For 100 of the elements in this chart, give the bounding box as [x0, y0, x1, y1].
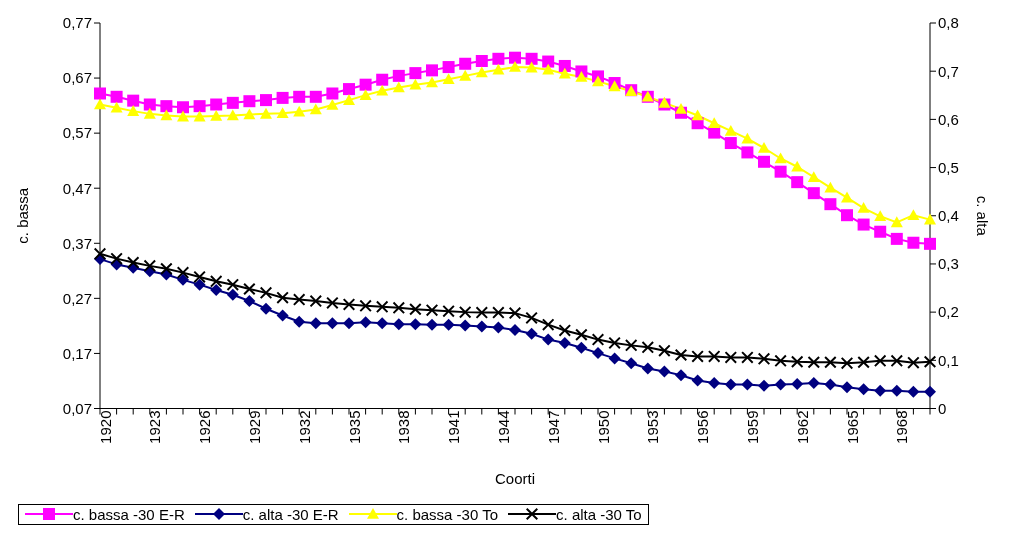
point — [658, 365, 671, 378]
point — [608, 336, 621, 349]
point — [492, 63, 505, 75]
point — [625, 357, 638, 370]
point — [110, 90, 123, 103]
point — [708, 350, 721, 363]
point — [293, 293, 306, 306]
point — [94, 98, 106, 110]
point — [376, 84, 389, 96]
point — [177, 101, 189, 114]
point — [260, 107, 272, 119]
y-tick-label: 0,57 — [62, 124, 92, 142]
point — [741, 351, 754, 364]
point — [409, 78, 422, 90]
point — [874, 384, 887, 397]
point — [907, 236, 920, 249]
point — [558, 336, 571, 349]
legend-label: c. alta -30 To — [556, 505, 642, 523]
y2-tick-label: 0,2 — [938, 303, 959, 321]
point — [376, 73, 389, 86]
point — [226, 288, 239, 301]
point — [293, 315, 306, 328]
y-tick-label: 0,77 — [62, 14, 92, 32]
point — [492, 52, 505, 65]
point — [641, 341, 654, 354]
point — [824, 181, 837, 193]
point — [708, 117, 721, 129]
x-tick-label: 1929 — [246, 410, 264, 444]
point — [376, 300, 389, 313]
point — [592, 347, 604, 360]
point — [392, 81, 405, 93]
point — [857, 383, 870, 396]
point — [575, 70, 588, 82]
point — [143, 98, 156, 111]
point — [658, 344, 671, 357]
point — [525, 327, 538, 340]
point — [260, 302, 272, 315]
point — [807, 376, 820, 389]
point — [890, 216, 903, 228]
point — [442, 73, 455, 84]
point — [890, 232, 903, 245]
point — [359, 89, 372, 100]
point — [309, 103, 322, 115]
point — [907, 209, 920, 220]
point — [243, 282, 256, 295]
point — [226, 96, 239, 109]
point — [260, 94, 272, 107]
point — [392, 301, 405, 314]
point — [890, 354, 903, 367]
point — [791, 355, 804, 368]
point — [807, 171, 820, 182]
point — [492, 321, 505, 334]
point — [724, 124, 737, 136]
point — [243, 108, 256, 120]
point — [475, 306, 488, 319]
point — [691, 109, 704, 121]
point — [708, 126, 721, 139]
point — [724, 378, 737, 391]
point — [226, 278, 239, 291]
point — [741, 378, 754, 391]
point — [924, 237, 936, 250]
y2-tick-label: 0,1 — [938, 351, 959, 369]
point — [841, 381, 853, 394]
point — [841, 357, 853, 370]
point — [542, 55, 555, 68]
point — [791, 176, 804, 189]
y-axis-title: c. bassa — [14, 187, 32, 244]
x-tick-label: 1938 — [395, 410, 413, 444]
y2-tick-label: 0,7 — [938, 62, 959, 80]
point — [625, 339, 638, 352]
point — [226, 109, 239, 121]
x-tick-label: 1935 — [345, 410, 363, 444]
y2-axis-title: c. alta — [973, 195, 991, 237]
point — [426, 76, 438, 88]
point — [160, 100, 173, 113]
point — [276, 309, 289, 322]
point — [575, 341, 588, 354]
legend-label: c. alta -30 E-R — [242, 505, 339, 523]
point — [475, 320, 488, 333]
point — [841, 191, 853, 203]
y-tick-label: 0,17 — [62, 344, 92, 362]
point — [442, 318, 455, 331]
point — [459, 306, 472, 319]
point — [193, 110, 206, 122]
point — [857, 218, 870, 231]
x-tick-label: 1944 — [495, 410, 513, 444]
point — [741, 146, 754, 159]
y-tick-label: 0,67 — [62, 69, 92, 87]
point — [392, 318, 405, 331]
point — [841, 209, 853, 222]
point — [509, 307, 521, 320]
point — [691, 350, 704, 363]
point — [127, 256, 140, 269]
point — [774, 378, 787, 391]
point — [641, 362, 654, 375]
point — [675, 102, 687, 114]
point — [774, 165, 787, 178]
point — [127, 94, 140, 107]
point — [857, 356, 870, 369]
point — [758, 155, 770, 168]
